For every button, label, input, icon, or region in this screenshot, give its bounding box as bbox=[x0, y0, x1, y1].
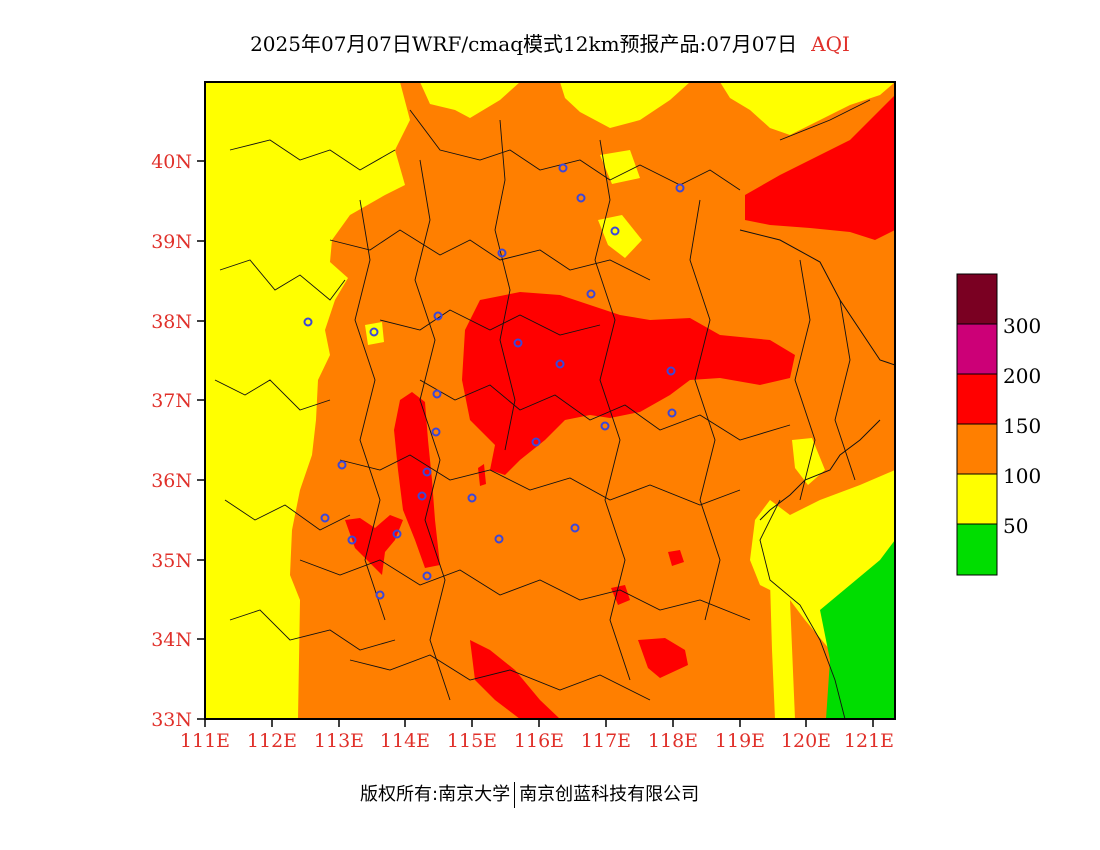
city-markers bbox=[303, 163, 685, 600]
lon-label-121e: 121E bbox=[844, 730, 894, 752]
lon-label-115e: 115E bbox=[447, 730, 497, 752]
zone-moderate-north2 bbox=[560, 82, 690, 128]
zone-moderate-patch1 bbox=[600, 150, 640, 184]
copyright-left: 版权所有:南京大学 bbox=[360, 784, 511, 805]
city-marker bbox=[586, 289, 596, 299]
title-main: 2025年07月07日WRF/cmaq模式12km预报产品:07月07日 bbox=[250, 32, 798, 56]
city-marker bbox=[610, 226, 620, 236]
city-marker bbox=[555, 359, 565, 369]
lat-label-40n: 40N bbox=[151, 151, 192, 173]
zone-unhealthy-strip bbox=[394, 392, 440, 568]
zone-moderate-patch4 bbox=[792, 438, 825, 485]
city-marker bbox=[422, 467, 432, 477]
copyright-footer: 版权所有:南京大学 南京创蓝科技有限公司 bbox=[360, 780, 699, 808]
legend-label-50: 50 bbox=[1003, 514, 1028, 538]
city-marker bbox=[320, 513, 330, 523]
city-marker bbox=[369, 327, 379, 337]
city-marker bbox=[513, 338, 523, 348]
zone-unhealthy-blob5 bbox=[478, 464, 486, 486]
legend-label-200: 200 bbox=[1003, 364, 1041, 388]
city-marker bbox=[467, 493, 477, 503]
city-marker bbox=[303, 317, 313, 327]
lon-label-113e: 113E bbox=[314, 730, 364, 752]
city-marker bbox=[392, 529, 402, 539]
lon-label-111e: 111E bbox=[180, 730, 230, 752]
city-marker bbox=[600, 421, 610, 431]
legend-swatch-sensitive bbox=[956, 423, 998, 475]
legend-swatch-very-unhealthy bbox=[956, 323, 998, 375]
lat-label-34n: 34N bbox=[151, 629, 192, 651]
zone-unhealthy-blob4 bbox=[668, 550, 684, 566]
lat-label-37n: 37N bbox=[151, 390, 192, 412]
zone-unhealthy-south bbox=[470, 640, 560, 719]
lon-label-114e: 114E bbox=[380, 730, 430, 752]
lat-label-35n: 35N bbox=[151, 550, 192, 572]
coastline-bohai bbox=[739, 229, 895, 366]
aqi-legend: 300 200 150 100 50 bbox=[956, 273, 1041, 576]
city-marker bbox=[531, 437, 541, 447]
city-marker bbox=[576, 193, 586, 203]
city-marker bbox=[375, 590, 385, 600]
coastline-shandong bbox=[759, 419, 881, 521]
legend-swatch-unhealthy bbox=[956, 373, 998, 425]
zone-moderate-patch2 bbox=[598, 215, 642, 258]
lat-label-38n: 38N bbox=[151, 311, 192, 333]
city-marker bbox=[667, 408, 677, 418]
lon-label-116e: 116E bbox=[514, 730, 564, 752]
zone-unhealthy-blob2 bbox=[638, 638, 688, 678]
admin-boundaries bbox=[214, 99, 871, 719]
lon-label-112e: 112E bbox=[247, 730, 297, 752]
city-marker bbox=[417, 491, 427, 501]
city-marker bbox=[422, 571, 432, 581]
lon-label-120e: 120E bbox=[781, 730, 831, 752]
zone-moderate-north3 bbox=[720, 82, 895, 135]
city-marker bbox=[497, 248, 507, 258]
city-marker bbox=[494, 534, 504, 544]
zone-moderate-north1 bbox=[420, 82, 520, 118]
city-marker bbox=[433, 311, 443, 321]
legend-label-300: 300 bbox=[1003, 314, 1041, 338]
zone-unhealthy-blob1 bbox=[345, 515, 403, 575]
city-marker bbox=[432, 389, 442, 399]
map-plot-area bbox=[205, 82, 895, 719]
map-title: 2025年07月07日WRF/cmaq模式12km预报产品:07月07日 AQI bbox=[0, 28, 1100, 57]
zone-good-southeast bbox=[820, 540, 895, 719]
zone-unhealthy-central bbox=[462, 292, 795, 475]
legend-swatch-hazardous bbox=[956, 273, 998, 325]
city-marker bbox=[558, 163, 568, 173]
city-marker bbox=[347, 535, 357, 545]
lat-label-33n: 33N bbox=[151, 709, 192, 731]
lat-label-39n: 39N bbox=[151, 231, 192, 253]
lat-label-36n: 36N bbox=[151, 470, 192, 492]
zone-unhealthy-northeast bbox=[745, 95, 895, 240]
zone-moderate-patch3 bbox=[365, 322, 384, 345]
lat-axis: 40N 39N 38N 37N 36N 35N 34N 33N bbox=[151, 151, 205, 731]
lon-axis: 111E 112E 113E 114E 115E 116E 117E 118E … bbox=[180, 719, 894, 752]
zone-moderate-west bbox=[205, 82, 410, 719]
city-marker bbox=[570, 523, 580, 533]
city-marker bbox=[675, 183, 685, 193]
zone-unhealthy-blob3 bbox=[611, 585, 630, 605]
lon-label-118e: 118E bbox=[648, 730, 698, 752]
lon-label-119e: 119E bbox=[715, 730, 765, 752]
title-variable: AQI bbox=[811, 32, 850, 56]
legend-label-150: 150 bbox=[1003, 414, 1041, 438]
city-marker bbox=[337, 460, 347, 470]
city-marker bbox=[666, 366, 676, 376]
legend-swatch-moderate bbox=[956, 473, 998, 525]
legend-swatch-good bbox=[956, 523, 998, 576]
city-marker bbox=[431, 427, 441, 437]
zone-moderate-south-strip bbox=[770, 580, 795, 719]
lon-label-117e: 117E bbox=[581, 730, 631, 752]
footer-divider bbox=[514, 782, 516, 808]
legend-label-100: 100 bbox=[1003, 464, 1041, 488]
copyright-right: 南京创蓝科技有限公司 bbox=[519, 784, 700, 805]
